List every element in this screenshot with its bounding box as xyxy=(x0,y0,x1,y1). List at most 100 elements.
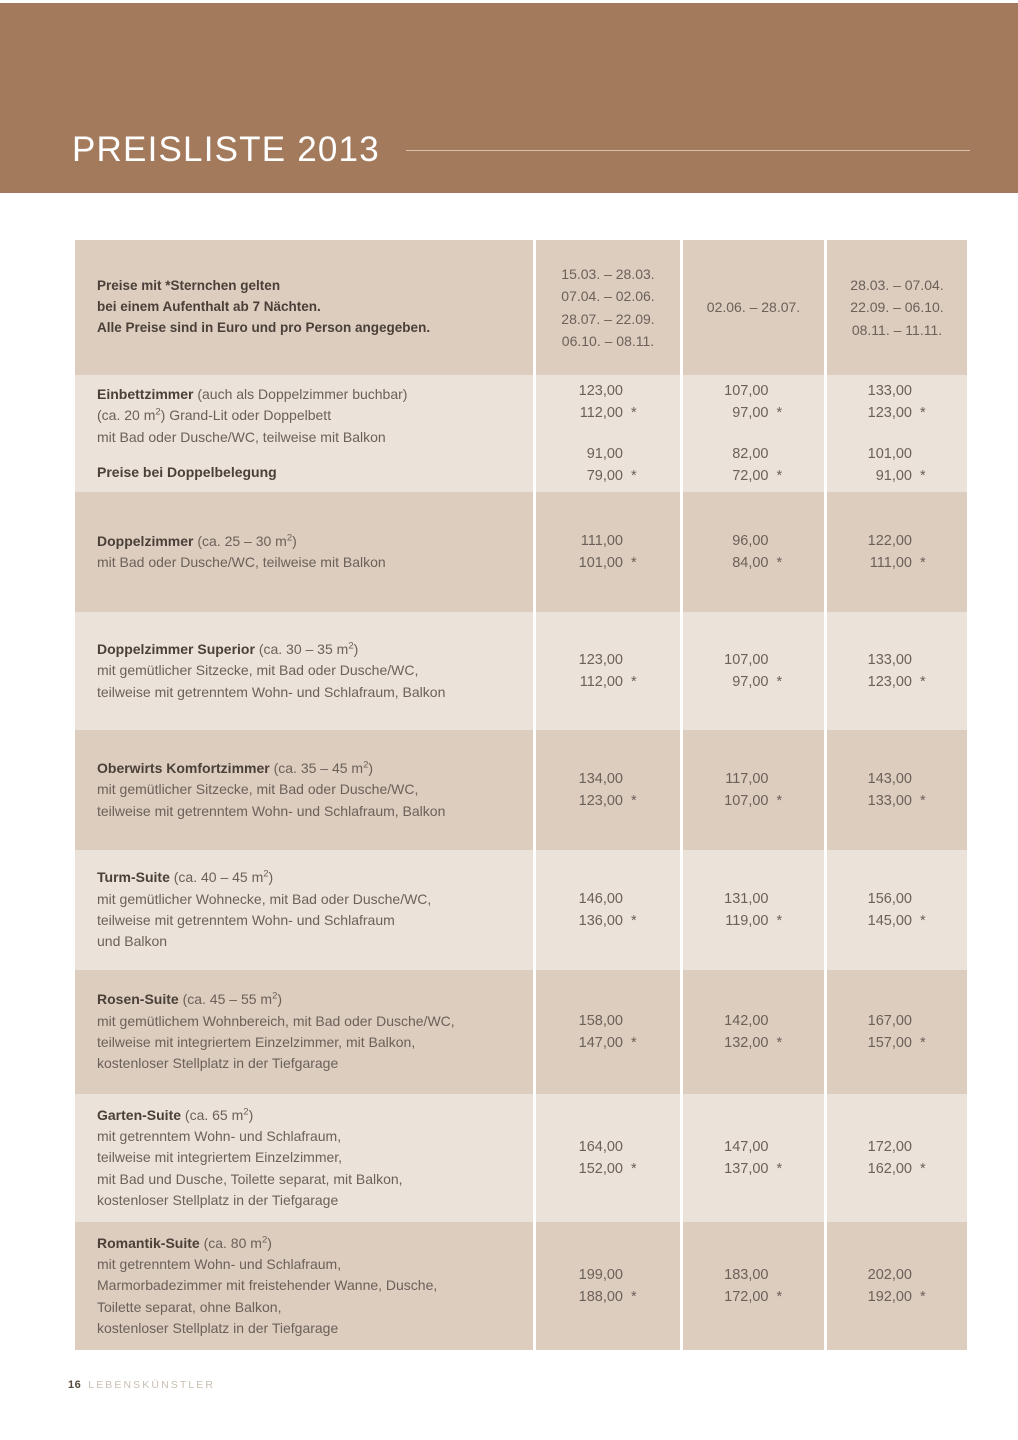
room-name-line: Doppelzimmer (ca. 25 – 30 m2) xyxy=(97,531,517,552)
room-size: (ca. 80 m2) xyxy=(203,1234,272,1251)
price-longstay: 97,00 * xyxy=(715,402,793,424)
price-star-slot xyxy=(769,530,793,552)
price-value: 145,00 xyxy=(867,913,912,929)
table-row: Doppelzimmer (ca. 25 – 30 m2) mit Bad ode… xyxy=(75,492,967,612)
price-longstay: 97,00 * xyxy=(715,671,793,693)
price-longstay: 137,00 * xyxy=(715,1158,793,1180)
room-size: (ca. 40 – 45 m2) xyxy=(173,868,274,886)
price-value: 112,00 xyxy=(579,674,623,690)
price-value: 123,00 xyxy=(578,651,623,668)
room-feature-line: mit gemütlicher Sitzecke, mit Bad oder D… xyxy=(97,781,419,798)
price-standard: 142,00 xyxy=(715,1010,793,1032)
price-star-slot xyxy=(769,1136,793,1158)
room-name-line: Einbettzimmer (auch als Doppelzimmer buc… xyxy=(97,384,517,405)
price-longstay: 152,00 * xyxy=(569,1158,647,1180)
price-value: 79,00 xyxy=(586,467,623,484)
price-standard: 107,00 xyxy=(715,380,793,402)
asterisk-marker: * xyxy=(776,1161,783,1177)
price-block: 164,00 152,00 * xyxy=(569,1136,647,1180)
price-cell: 164,00 152,00 * xyxy=(533,1094,680,1222)
price-cell: 158,00 147,00 * xyxy=(533,970,680,1094)
price-value: 192,00 xyxy=(867,1289,912,1305)
room-feature-line: und Balkon xyxy=(97,933,168,950)
price-block: 96,00 84,00 * xyxy=(715,530,793,574)
price-value: 117,00 xyxy=(725,770,769,787)
price-cell: 183,00 172,00 * xyxy=(680,1222,824,1350)
price-longstay: 132,00 * xyxy=(715,1032,793,1054)
price-cell: 122,00 111,00 * xyxy=(824,492,967,612)
price-value: 96,00 xyxy=(732,532,769,549)
price-star-slot xyxy=(623,888,647,910)
price-longstay: 91,00 * xyxy=(858,465,936,487)
price-value: 137,00 xyxy=(724,1161,769,1177)
price-cell: 142,00 132,00 * xyxy=(680,970,824,1094)
season-dates: 02.06. – 28.07. xyxy=(707,296,800,318)
asterisk-marker: * xyxy=(920,1035,926,1051)
pricing-note-line: bei einem Aufenthalt ab 7 Nächten. xyxy=(97,299,321,315)
price-value: 142,00 xyxy=(724,1012,769,1029)
brand-name: LEBENSKÜNSTLER xyxy=(88,1379,216,1391)
price-value: 123,00 xyxy=(578,383,623,400)
season-date-range: 02.06. – 28.07. xyxy=(706,299,801,316)
price-standard: 172,00 xyxy=(858,1136,936,1158)
price-value: 134,00 xyxy=(578,770,623,787)
price-value: 101,00 xyxy=(867,445,912,462)
price-standard: 133,00 xyxy=(858,649,936,671)
price-cell: 146,00 136,00 * xyxy=(533,850,680,970)
price-standard: 143,00 xyxy=(858,768,936,790)
asterisk-marker: * xyxy=(920,1161,926,1177)
season-dates: 28.03. – 07.04. 22.09. – 06.10. 08.11. – 1… xyxy=(850,274,943,340)
price-value: 123,00 xyxy=(578,793,623,809)
price-value: 157,00 xyxy=(867,1035,912,1051)
room-feature-line: mit getrenntem Wohn- und Schlafraum, xyxy=(97,1256,342,1273)
price-star-slot xyxy=(769,1010,793,1032)
room-name-line: Romantik-Suite (ca. 80 m2) xyxy=(97,1233,517,1254)
price-cell: 133,00 123,00 * 101,00 91,00 * xyxy=(824,375,967,492)
price-value: 122,00 xyxy=(867,532,912,549)
price-star-slot xyxy=(912,443,936,465)
asterisk-marker: * xyxy=(776,674,783,690)
asterisk-marker: * xyxy=(776,467,783,484)
room-description: Doppelzimmer Superior (ca. 30 – 35 m2) mi… xyxy=(75,612,533,730)
season-date-range: 07.04. – 02.06. xyxy=(561,288,655,305)
price-block: 133,00 123,00 * xyxy=(858,649,936,693)
price-cell: 134,00 123,00 * xyxy=(533,730,680,850)
price-longstay: 107,00 * xyxy=(715,790,793,812)
price-block: 183,00 172,00 * xyxy=(715,1264,793,1308)
price-star-slot xyxy=(623,380,647,402)
table-row: Romantik-Suite (ca. 80 m2) mit getrenntem… xyxy=(75,1222,967,1350)
price-standard: 117,00 xyxy=(715,768,793,790)
room-name-line: Oberwirts Komfortzimmer (ca. 35 – 45 m2) xyxy=(97,758,517,779)
price-value: 172,00 xyxy=(867,1138,912,1155)
price-value: 146,00 xyxy=(578,890,623,907)
price-longstay: 123,00 * xyxy=(569,790,647,812)
room-name: Garten-Suite xyxy=(97,1106,182,1123)
price-value: 91,00 xyxy=(586,445,623,462)
price-block: 111,00 101,00 * xyxy=(569,530,647,574)
price-block: 107,00 97,00 * xyxy=(715,380,793,424)
price-cell: 202,00 192,00 * xyxy=(824,1222,967,1350)
price-longstay: 192,00 * xyxy=(858,1286,936,1308)
room-feature-line: teilweise mit getrenntem Wohn- und Schla… xyxy=(97,912,395,928)
room-name-line: Rosen-Suite (ca. 45 – 55 m2) xyxy=(97,989,517,1010)
room-name-line: Garten-Suite (ca. 65 m2) xyxy=(97,1105,517,1126)
price-star-slot xyxy=(912,888,936,910)
price-cell: 172,00 162,00 * xyxy=(824,1094,967,1222)
table-row: Oberwirts Komfortzimmer (ca. 35 – 45 m2)… xyxy=(75,730,967,850)
price-value: 107,00 xyxy=(724,793,769,809)
season-date-range: 06.10. – 08.11. xyxy=(561,332,655,349)
room-description: Einbettzimmer (auch als Doppelzimmer buc… xyxy=(75,375,533,492)
price-star-slot xyxy=(769,1264,793,1286)
price-value: 136,00 xyxy=(578,913,623,929)
room-name: Romantik-Suite xyxy=(97,1234,200,1251)
price-block: 134,00 123,00 * xyxy=(569,768,647,812)
price-star-slot xyxy=(623,530,647,552)
price-standard: 183,00 xyxy=(715,1264,793,1286)
price-longstay: 72,00 * xyxy=(715,465,793,487)
price-block: 147,00 137,00 * xyxy=(715,1136,793,1180)
price-standard: 122,00 xyxy=(858,530,936,552)
room-feature-line: kostenloser Stellplatz in der Tiefgarage xyxy=(97,1319,339,1336)
price-value: 167,00 xyxy=(867,1012,912,1029)
price-longstay: 188,00 * xyxy=(569,1286,647,1308)
price-cell: 107,00 97,00 * 82,00 72,00 * xyxy=(680,375,824,492)
